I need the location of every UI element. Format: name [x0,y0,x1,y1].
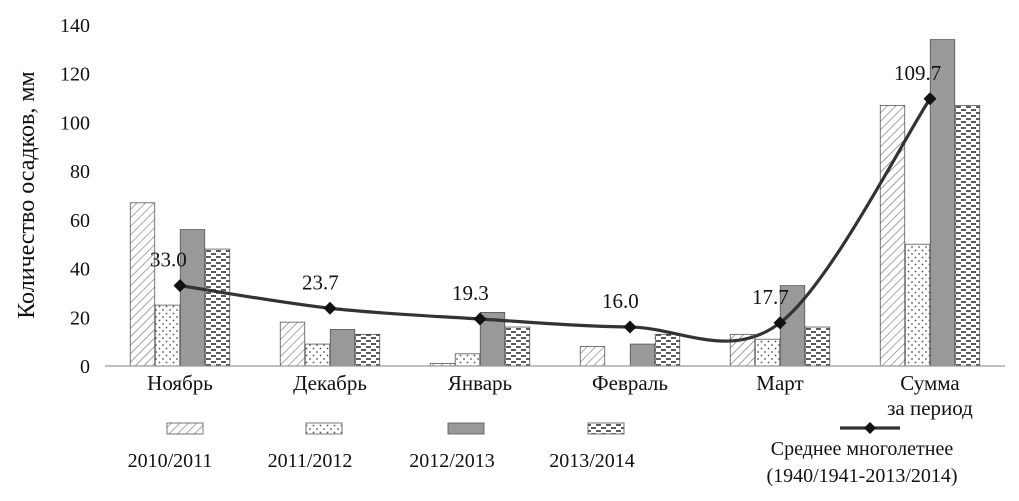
y-axis-title: Количество осадков, мм [14,71,40,319]
y-tick-label: 0 [80,356,90,378]
legend-line-marker [864,422,876,434]
legend-label: 2013/2014 [549,450,635,472]
bar [654,333,681,367]
y-tick-label: 80 [70,161,90,183]
bar [204,248,231,367]
legend: 2010/2011 2011/2012 2012/2013 2013/2014 Сред… [128,422,958,487]
legend-swatch [305,422,343,435]
legend-swatch [447,422,485,435]
average-data-label: 109.7 [894,61,941,85]
bar [329,329,356,367]
category-label: Ноябрь [147,371,213,395]
legend-label: 2011/2012 [268,450,353,472]
average-markers [173,92,937,334]
bar [304,343,331,367]
average-data-label: 33.0 [150,248,187,272]
bar [179,229,206,367]
category-label: за период [887,396,973,420]
bar [929,39,956,367]
category-label: Декабрь [293,371,367,395]
bar [754,338,781,367]
legend-swatch [587,422,625,435]
category-label: Январь [448,371,512,395]
legend-label: Среднее многолетнее [771,438,954,460]
average-line [179,97,932,343]
y-tick-label: 40 [70,259,90,281]
bar [129,202,156,367]
average-marker [323,301,337,315]
average-marker [473,312,487,326]
average-marker [173,279,187,293]
average-data-label: 16.0 [602,289,639,313]
average-marker [623,320,637,334]
average-data-label: 19.3 [452,281,489,305]
average-data-label: 23.7 [302,270,339,294]
bar [904,243,931,367]
y-tick-label: 120 [60,64,90,86]
category-label: Февраль [592,371,668,395]
y-axis-ticks: 0 20 40 60 80 100 120 140 [60,15,90,378]
legend-label: 2010/2011 [128,450,213,472]
average-data-label: 17.7 [752,285,789,309]
legend-label: 2012/2013 [409,450,495,472]
bar [354,333,381,367]
bar [454,353,481,367]
bar [954,104,981,367]
y-tick-label: 100 [60,112,90,134]
category-label: Сумма [900,371,960,395]
bar [804,326,831,367]
legend-swatch [166,422,204,435]
category-label: Март [756,371,803,395]
bar [779,285,806,367]
bar [154,304,181,367]
y-tick-label: 20 [70,307,90,329]
average-marker [773,316,787,330]
legend-label: (1940/1941-2013/2014) [766,465,957,487]
average-data-labels: 33.0 23.7 19.3 16.0 17.7 109.7 [150,61,941,313]
bar [504,326,531,367]
y-tick-label: 140 [60,15,90,37]
bar [579,346,606,367]
bar [279,321,306,367]
bars [129,39,981,367]
bar [629,343,656,367]
average-marker [923,92,937,106]
y-tick-label: 60 [70,210,90,232]
